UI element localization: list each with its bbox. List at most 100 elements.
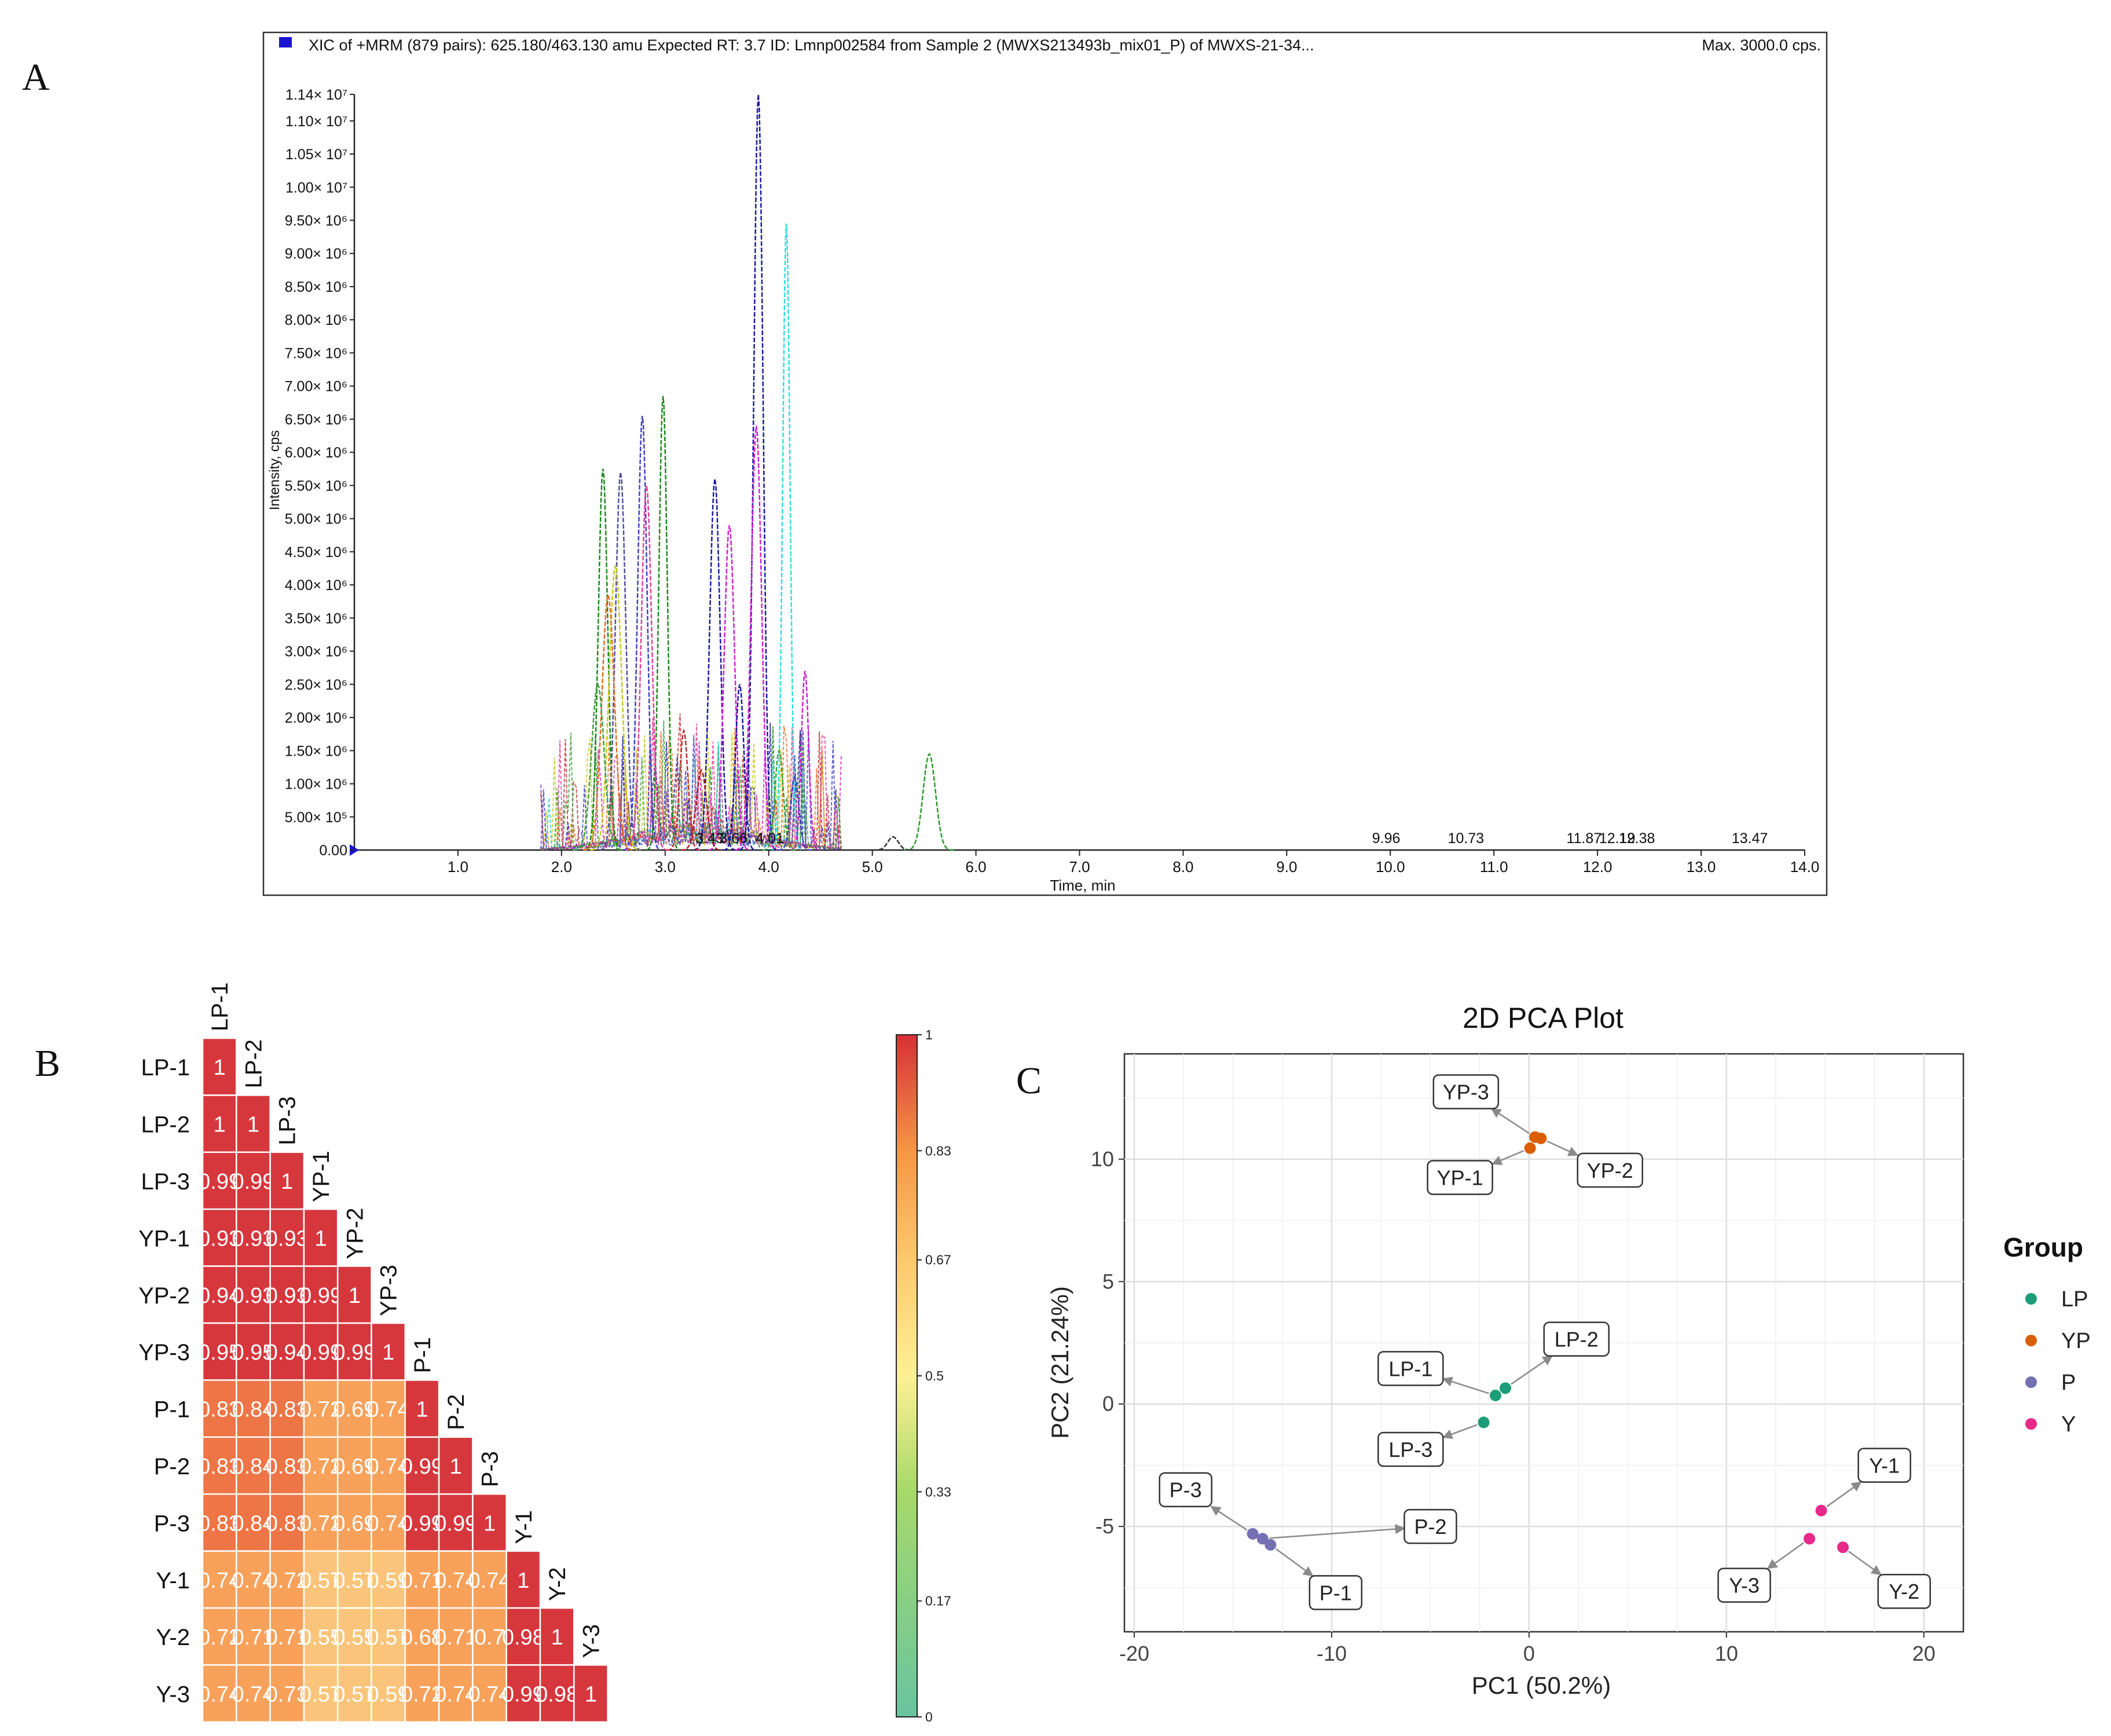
xic-x-tick-label: 14.0	[1790, 858, 1820, 876]
panel-label-c: C	[1016, 1060, 1042, 1102]
heatmap-cell-value: 0.59	[367, 1683, 410, 1707]
pca-label-leader	[1491, 1150, 1524, 1166]
pca-label-leader	[1826, 1481, 1862, 1507]
colorbar-tick-label: 0.83	[925, 1143, 951, 1158]
pca-point-label: LP-2	[1555, 1328, 1599, 1352]
heatmap-cell	[505, 1607, 541, 1666]
heatmap-cell	[303, 1208, 339, 1267]
heatmap-cell-value: 0.99	[198, 1170, 241, 1194]
xic-peak	[584, 468, 622, 851]
heatmap-cell-value: 0.74	[367, 1455, 410, 1479]
heatmap-cell-value: 0.74	[198, 1683, 241, 1707]
pca-legend-label: YP	[2061, 1329, 2091, 1353]
heatmap-cell	[573, 1664, 609, 1723]
heatmap-column-label: Y-1	[511, 1510, 537, 1544]
heatmap-cell-value: 0.7	[474, 1625, 505, 1650]
heatmap-cell	[303, 1493, 339, 1552]
xic-rt-label: 3.43	[695, 830, 724, 847]
xic-y-tick-label: 1.50× 10⁶	[285, 743, 347, 759]
xic-x-tick-label: 9.0	[1276, 858, 1297, 876]
xic-y-tick-label: 1.14× 10⁷	[285, 87, 347, 103]
heatmap-cell-value: 0.84	[232, 1455, 274, 1479]
pca-x-tick-label: 0	[1523, 1642, 1535, 1665]
xic-y-tick-label: 1.00× 10⁶	[285, 777, 347, 793]
xic-max-label: Max. 3000.0 cps.	[1702, 36, 1821, 54]
heatmap-cell-value: 0.84	[232, 1511, 274, 1536]
pca-y-tick-label: 0	[1102, 1392, 1114, 1416]
heatmap-cell	[303, 1265, 339, 1324]
heatmap-cell-value: 0.71	[232, 1625, 274, 1650]
pca-point	[1265, 1539, 1277, 1551]
heatmap-cell-value: 0.74	[434, 1683, 477, 1707]
pca-point	[1500, 1382, 1512, 1394]
pca-point	[1815, 1504, 1827, 1517]
pca-label-leader	[1546, 1140, 1579, 1156]
heatmap-cell-value: 0.94	[198, 1284, 241, 1308]
xic-x-tick-label: 10.0	[1376, 858, 1405, 876]
pca-label-leader	[1490, 1108, 1530, 1134]
heatmap-row-label: P-2	[154, 1454, 190, 1479]
pca-label-leader	[1269, 1523, 1406, 1539]
colorbar-tick-label: 0.17	[925, 1594, 951, 1609]
xic-y-axis-title: Intensity, cps	[267, 430, 283, 510]
heatmap-cell-value: 1	[314, 1226, 327, 1251]
heatmap-cell	[201, 1436, 237, 1495]
xic-traces	[540, 94, 954, 851]
xic-y-tick-label: 4.00× 10⁶	[285, 577, 347, 594]
pca-legend-label: P	[2061, 1371, 2076, 1395]
heatmap-cell-value: 0.99	[299, 1284, 342, 1308]
heatmap-cell-value: 0.72	[401, 1683, 444, 1707]
xic-peak	[680, 769, 723, 851]
xic-peak	[872, 836, 914, 851]
xic-title: XIC of +MRM (879 pairs): 625.180/463.130…	[309, 36, 1314, 54]
xic-peak	[763, 749, 796, 851]
xic-y-tick-label: 1.10× 10⁷	[285, 113, 347, 130]
pca-point-label: LP-1	[1388, 1357, 1432, 1380]
heatmap-cell	[236, 1322, 271, 1381]
xic-rt-label: 12.38	[1619, 830, 1655, 847]
heatmap-cell-value: 1	[382, 1341, 394, 1365]
heatmap-cell-value: 0.99	[401, 1511, 444, 1536]
heatmap-cell-value: 1	[517, 1569, 529, 1593]
xic-background-trace	[540, 749, 842, 850]
pca-legend-key	[2025, 1293, 2037, 1305]
heatmap-cell-value: 0.99	[401, 1455, 444, 1479]
xic-x-tick-label: 1.0	[448, 858, 468, 876]
heatmap-column-label: Y-2	[545, 1567, 570, 1601]
xic-x-tick-label: 6.0	[965, 858, 986, 876]
colorbar-tick-label: 1	[925, 1027, 933, 1042]
heatmap-column-label: Y-3	[578, 1624, 604, 1658]
heatmap-cell	[371, 1607, 406, 1666]
heatmap-cell-value: 0.71	[266, 1625, 309, 1650]
xic-y-tick-label: 5.50× 10⁶	[285, 478, 347, 494]
pca-y-tick-label: 10	[1091, 1147, 1114, 1171]
pca-y-axis-title: PC2 (21.24%)	[1046, 1286, 1073, 1439]
xic-y-tick-label: 1.05× 10⁷	[285, 147, 347, 163]
pca-legend-label: Y	[2061, 1412, 2076, 1437]
xic-rt-label: 3.66	[720, 830, 748, 847]
xic-y-tick-label: 1.00× 10⁷	[285, 180, 347, 196]
pca-x-tick-label: 20	[1912, 1642, 1936, 1665]
heatmap-row-label: YP-1	[138, 1226, 190, 1251]
xic-y-tick-label: 8.00× 10⁶	[285, 312, 347, 328]
heatmap-cell	[201, 1151, 237, 1210]
pca-point-label: P-1	[1320, 1581, 1352, 1605]
xic-peak	[778, 775, 812, 851]
xic-peak	[646, 395, 680, 851]
xic-peak	[624, 416, 661, 851]
heatmap-cell-value: 0.68	[401, 1625, 444, 1650]
pca-point	[1247, 1528, 1259, 1540]
xic-x-tick-label: 2.0	[551, 858, 572, 876]
heatmap-cell	[269, 1151, 305, 1210]
pca-y-tick-label: -5	[1095, 1514, 1114, 1538]
pca-legend-key	[2025, 1418, 2037, 1430]
xic-x-tick-label: 8.0	[1172, 858, 1193, 876]
pca-label-box	[1159, 1472, 1212, 1507]
pca-legend-key	[2025, 1335, 2037, 1346]
pca-point	[1529, 1131, 1541, 1143]
pca-point-label: LP-3	[1388, 1438, 1432, 1462]
pca-point	[1478, 1416, 1490, 1429]
heatmap-cell	[404, 1493, 440, 1552]
xic-peak	[904, 752, 954, 851]
